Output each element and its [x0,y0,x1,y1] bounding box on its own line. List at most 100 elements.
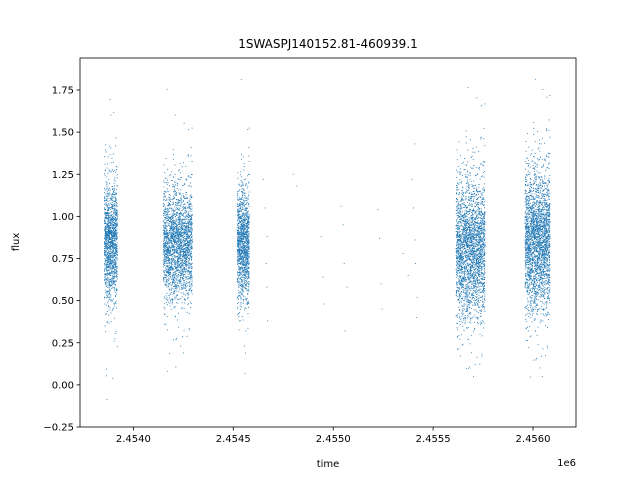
data-point [108,226,110,228]
data-point [111,207,113,209]
data-point [116,204,118,206]
data-point [174,284,176,286]
data-point [104,209,106,210]
data-point [167,269,169,271]
data-point [176,226,178,228]
data-point [188,329,190,331]
data-point [172,299,173,301]
data-point [165,323,167,325]
data-point [178,285,180,287]
data-point [190,252,192,254]
data-point [178,245,180,247]
data-point [177,238,179,239]
data-point [114,207,116,209]
data-point [185,290,187,292]
data-point [174,278,176,280]
data-point [240,201,242,203]
data-point [166,205,168,207]
data-point [245,265,247,267]
data-point [172,233,174,235]
data-point [244,278,246,280]
data-point [177,302,179,304]
data-point [105,266,107,268]
data-point [240,221,242,223]
data-point [240,249,242,251]
data-point [113,276,115,278]
data-point [240,237,242,239]
data-point [247,245,249,247]
data-point [247,289,249,291]
data-point [113,279,115,281]
data-point [172,226,174,228]
data-point [108,257,110,259]
data-point [177,235,179,237]
data-point [237,226,239,228]
data-point [164,253,166,255]
data-point [165,268,167,270]
data-point [108,227,110,228]
data-point [177,218,179,220]
data-point [190,215,192,217]
data-point [180,234,182,236]
data-point [116,218,118,220]
data-point [241,217,243,219]
data-point [188,207,190,208]
data-point [115,238,116,239]
data-point [240,259,242,260]
data-point [105,218,107,220]
data-point [184,255,186,257]
data-point [187,295,189,297]
data-point [182,288,184,290]
data-point [169,228,171,230]
data-point [167,210,169,211]
data-point [167,304,169,306]
data-point [113,218,115,220]
data-point [177,258,179,260]
data-point [243,238,244,240]
data-point [170,299,172,301]
data-point [173,277,175,279]
data-point [169,273,171,275]
data-point [175,251,177,253]
data-point [110,262,112,264]
data-point [111,251,113,253]
data-point [241,241,243,243]
data-point [185,231,187,233]
data-point [240,253,242,255]
data-point [170,228,172,230]
data-point [190,228,192,229]
data-point [238,209,240,211]
data-point [107,225,109,227]
data-point [182,200,184,202]
data-point [113,255,115,256]
data-point [245,178,247,180]
data-point [240,229,242,231]
data-point [110,252,112,254]
data-point [113,111,115,113]
data-point [242,232,244,234]
data-point [168,283,170,285]
data-point [246,218,248,220]
data-point [181,273,183,275]
data-point [191,222,193,223]
data-point [236,196,238,198]
data-point [241,210,242,212]
data-point [170,223,172,225]
data-point [168,233,170,235]
data-point [115,230,117,232]
data-point [116,244,117,245]
data-point [244,285,246,286]
data-point [166,212,168,214]
data-point [248,191,250,193]
data-point [170,221,172,223]
data-point [181,230,183,232]
data-point [110,162,112,164]
data-point [187,222,189,224]
data-point [246,264,247,265]
data-point [239,242,241,244]
data-point [238,285,240,287]
data-point [116,307,117,309]
data-point [163,186,165,188]
data-point [183,248,185,250]
data-point [172,231,174,233]
